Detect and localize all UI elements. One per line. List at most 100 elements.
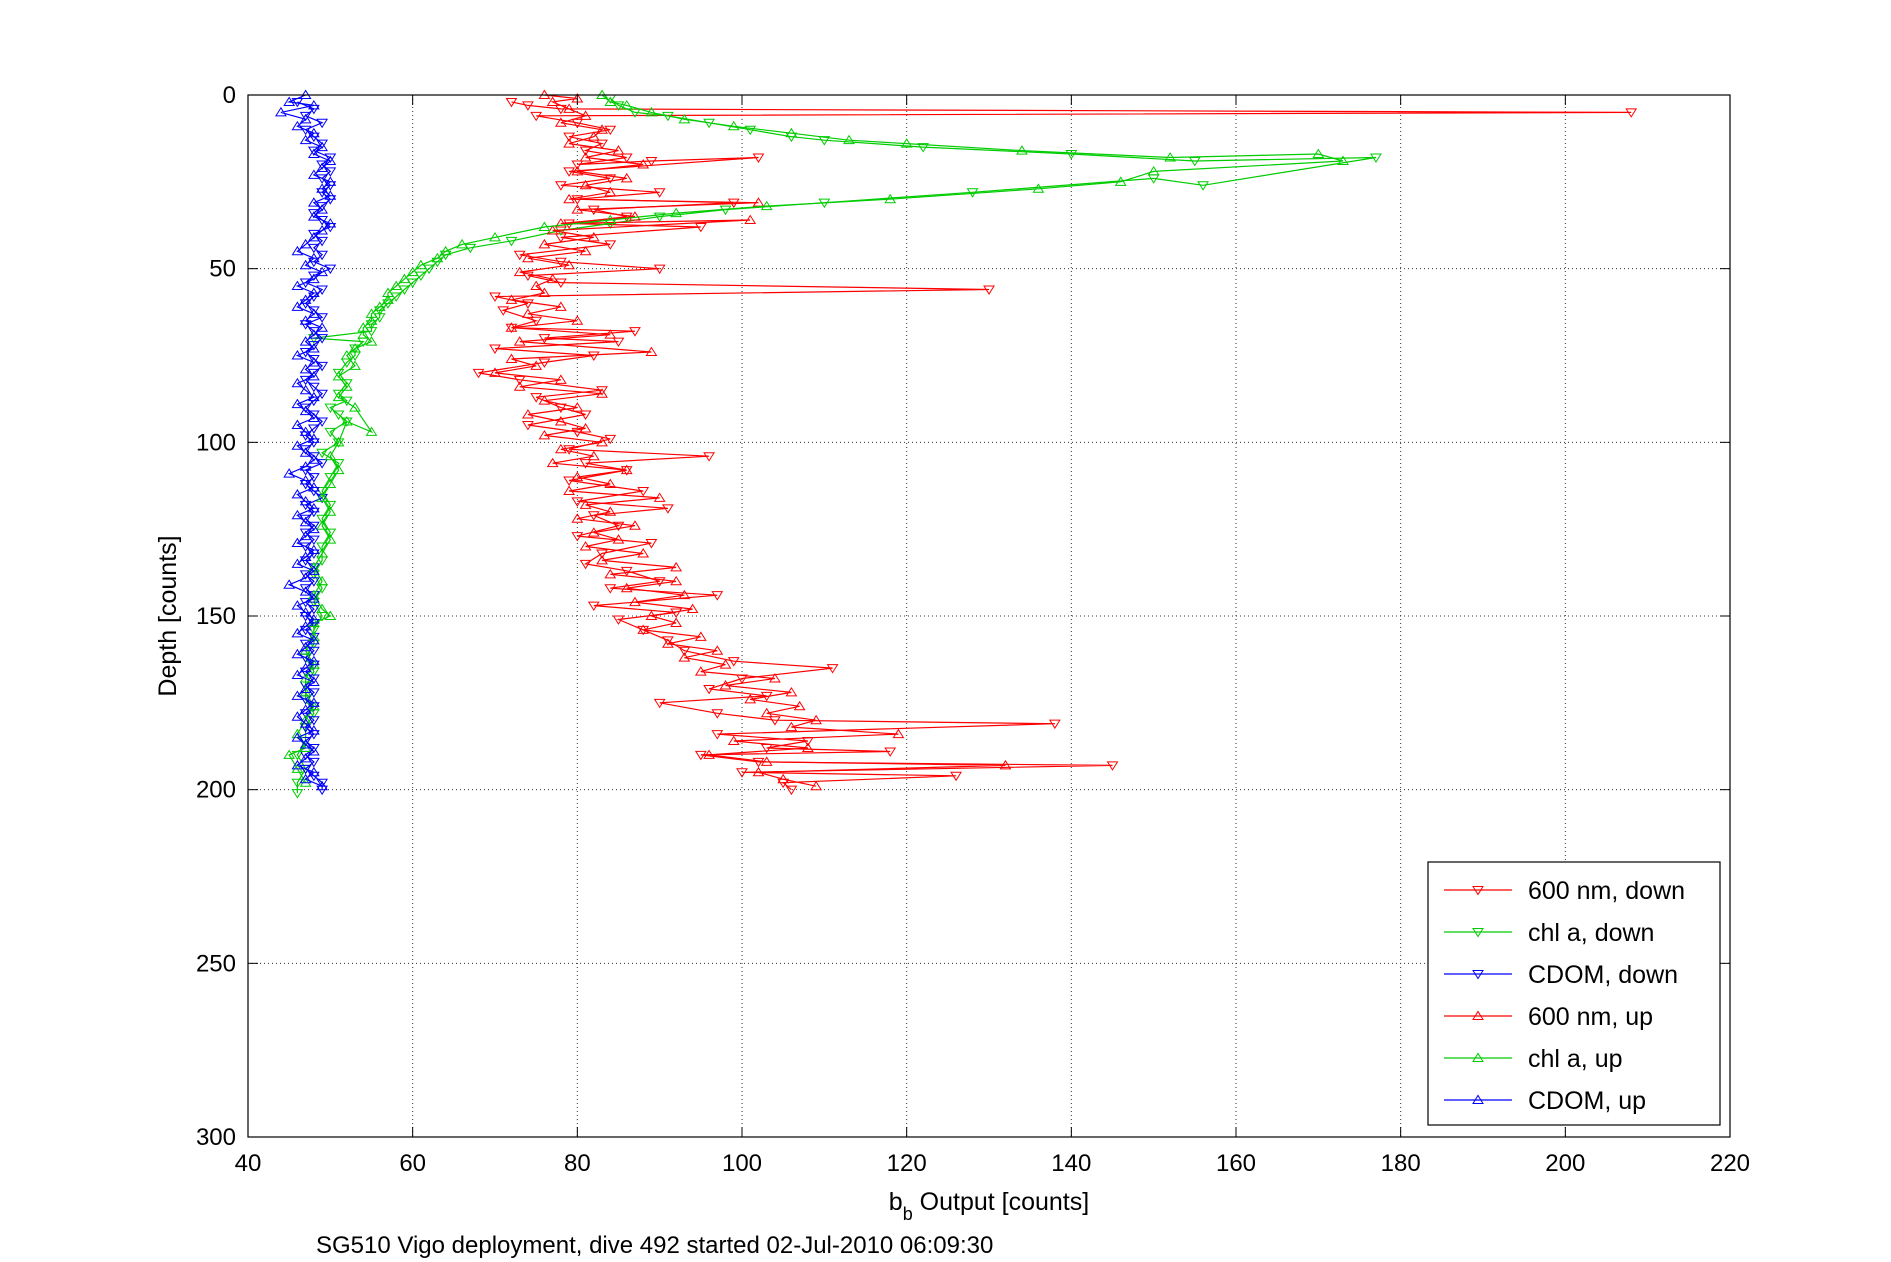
data-point — [390, 280, 403, 291]
data-point — [884, 193, 897, 204]
series-line — [494, 94, 1006, 787]
data-point — [670, 561, 683, 572]
data-point — [513, 250, 526, 261]
x-tick-label: 60 — [399, 1150, 426, 1177]
data-point — [579, 422, 592, 433]
data-point — [299, 113, 312, 124]
data-point — [900, 138, 913, 148]
data-point — [678, 589, 691, 600]
data-point — [299, 777, 312, 787]
data-point — [719, 205, 732, 216]
data-point — [307, 354, 320, 365]
data-point — [307, 306, 320, 316]
data-point — [365, 315, 378, 325]
data-point — [645, 346, 658, 357]
data-point — [332, 459, 345, 469]
data-point — [373, 301, 386, 311]
x-tick-label: 160 — [1216, 1150, 1256, 1177]
data-point — [604, 584, 617, 594]
data-point — [316, 250, 329, 261]
data-point — [727, 657, 740, 667]
data-point — [489, 344, 501, 354]
y-tick-label: 0 — [223, 82, 236, 109]
legend: 600 nm, down chl a, down CDOM, down 600 nm,… — [1427, 861, 1721, 1126]
data-point — [736, 768, 748, 778]
data-point — [513, 266, 526, 277]
legend-label: 600 nm, up — [1528, 1003, 1653, 1031]
data-point — [604, 214, 617, 225]
data-point — [299, 447, 312, 457]
data-point — [324, 218, 337, 228]
data-point — [324, 506, 337, 516]
data-point — [554, 301, 567, 311]
data-point — [554, 218, 567, 228]
y-tick-label: 100 — [196, 429, 236, 456]
data-point — [579, 499, 592, 509]
data-point — [299, 584, 312, 594]
data-point — [620, 153, 633, 163]
data-point — [1016, 145, 1028, 155]
data-point — [554, 233, 567, 243]
data-point — [332, 436, 345, 447]
data-point — [349, 343, 361, 353]
data-point — [307, 605, 320, 615]
data-point — [571, 532, 584, 542]
data-point — [299, 516, 312, 527]
data-point — [719, 659, 732, 669]
series-5 — [275, 89, 337, 791]
data-point — [653, 577, 666, 587]
data-point — [793, 700, 806, 711]
data-point — [316, 542, 329, 552]
legend-swatch-marker — [1472, 1052, 1484, 1062]
data-point — [587, 351, 600, 361]
data-point — [670, 617, 683, 627]
data-point — [316, 322, 329, 332]
data-point — [727, 120, 740, 131]
data-point — [324, 427, 337, 438]
data-point — [620, 582, 633, 593]
data-point — [283, 468, 296, 478]
data-point — [307, 169, 320, 179]
data-point — [579, 152, 592, 162]
y-tick-label: 250 — [196, 950, 236, 977]
data-point — [439, 245, 452, 256]
data-point — [497, 306, 510, 316]
data-point — [316, 285, 329, 295]
data-point — [431, 252, 444, 263]
data-point — [291, 763, 304, 773]
data-point — [299, 645, 312, 655]
data-point — [612, 145, 625, 155]
data-point — [291, 648, 304, 659]
data-point — [612, 534, 625, 544]
data-point — [546, 96, 559, 106]
data-point — [579, 110, 592, 120]
data-point — [694, 750, 707, 761]
data-point — [307, 676, 320, 686]
data-point — [1032, 183, 1045, 193]
data-point — [307, 454, 320, 464]
data-point — [703, 749, 715, 759]
data-point — [307, 148, 320, 159]
data-point — [678, 646, 691, 657]
data-point — [554, 181, 567, 191]
data-point — [769, 673, 781, 683]
data-point — [530, 111, 543, 122]
data-point — [299, 607, 312, 617]
data-point — [777, 773, 790, 784]
data-point — [530, 280, 543, 291]
data-point — [316, 603, 329, 614]
data-point — [620, 566, 633, 577]
data-point — [472, 368, 485, 379]
legend-box — [1427, 861, 1721, 1126]
legend-swatch-marker — [1472, 1010, 1484, 1020]
legend-item: 600 nm, down — [1444, 877, 1685, 905]
data-point — [596, 386, 608, 396]
x-tick-label: 220 — [1710, 1150, 1750, 1177]
data-point — [340, 416, 353, 426]
data-point — [307, 473, 320, 483]
data-point — [299, 405, 312, 416]
data-point — [1048, 719, 1061, 730]
data-point — [299, 752, 312, 763]
data-point — [612, 337, 625, 348]
